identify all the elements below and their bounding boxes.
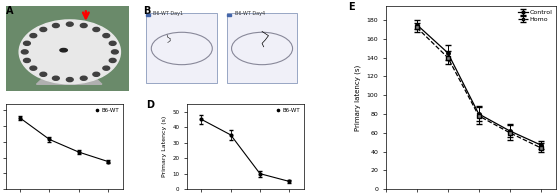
Ellipse shape	[21, 50, 28, 54]
Ellipse shape	[53, 76, 59, 80]
Text: D: D	[146, 100, 154, 110]
Text: A: A	[6, 6, 13, 16]
Ellipse shape	[111, 50, 119, 54]
Ellipse shape	[93, 27, 100, 32]
FancyBboxPatch shape	[227, 13, 297, 82]
Ellipse shape	[80, 76, 87, 80]
Ellipse shape	[67, 22, 73, 26]
Legend: B6-WT: B6-WT	[93, 107, 120, 114]
Ellipse shape	[19, 20, 120, 84]
Ellipse shape	[67, 78, 73, 82]
Ellipse shape	[30, 34, 37, 38]
Polygon shape	[36, 72, 102, 84]
Ellipse shape	[23, 41, 30, 45]
Ellipse shape	[109, 58, 116, 62]
Text: B6-WT Day1: B6-WT Day1	[153, 11, 183, 16]
Ellipse shape	[80, 23, 87, 27]
Ellipse shape	[23, 58, 30, 62]
Ellipse shape	[93, 72, 100, 76]
Ellipse shape	[53, 23, 59, 27]
Bar	[146, 14, 150, 16]
Ellipse shape	[30, 66, 37, 70]
FancyBboxPatch shape	[146, 13, 217, 82]
Text: E: E	[348, 2, 355, 12]
Ellipse shape	[103, 34, 110, 38]
Legend: B6-WT: B6-WT	[274, 107, 301, 114]
Ellipse shape	[40, 27, 47, 32]
Ellipse shape	[109, 41, 116, 45]
Y-axis label: Primary latency (s): Primary latency (s)	[354, 64, 361, 131]
Legend: Control, Homo: Control, Homo	[518, 9, 553, 23]
Ellipse shape	[103, 66, 110, 70]
Ellipse shape	[40, 72, 47, 76]
Y-axis label: Primary Latency (s): Primary Latency (s)	[162, 116, 167, 177]
Bar	[227, 14, 231, 16]
Text: B6-WT Day4: B6-WT Day4	[235, 11, 265, 16]
Text: B: B	[143, 6, 150, 16]
Ellipse shape	[60, 49, 67, 52]
